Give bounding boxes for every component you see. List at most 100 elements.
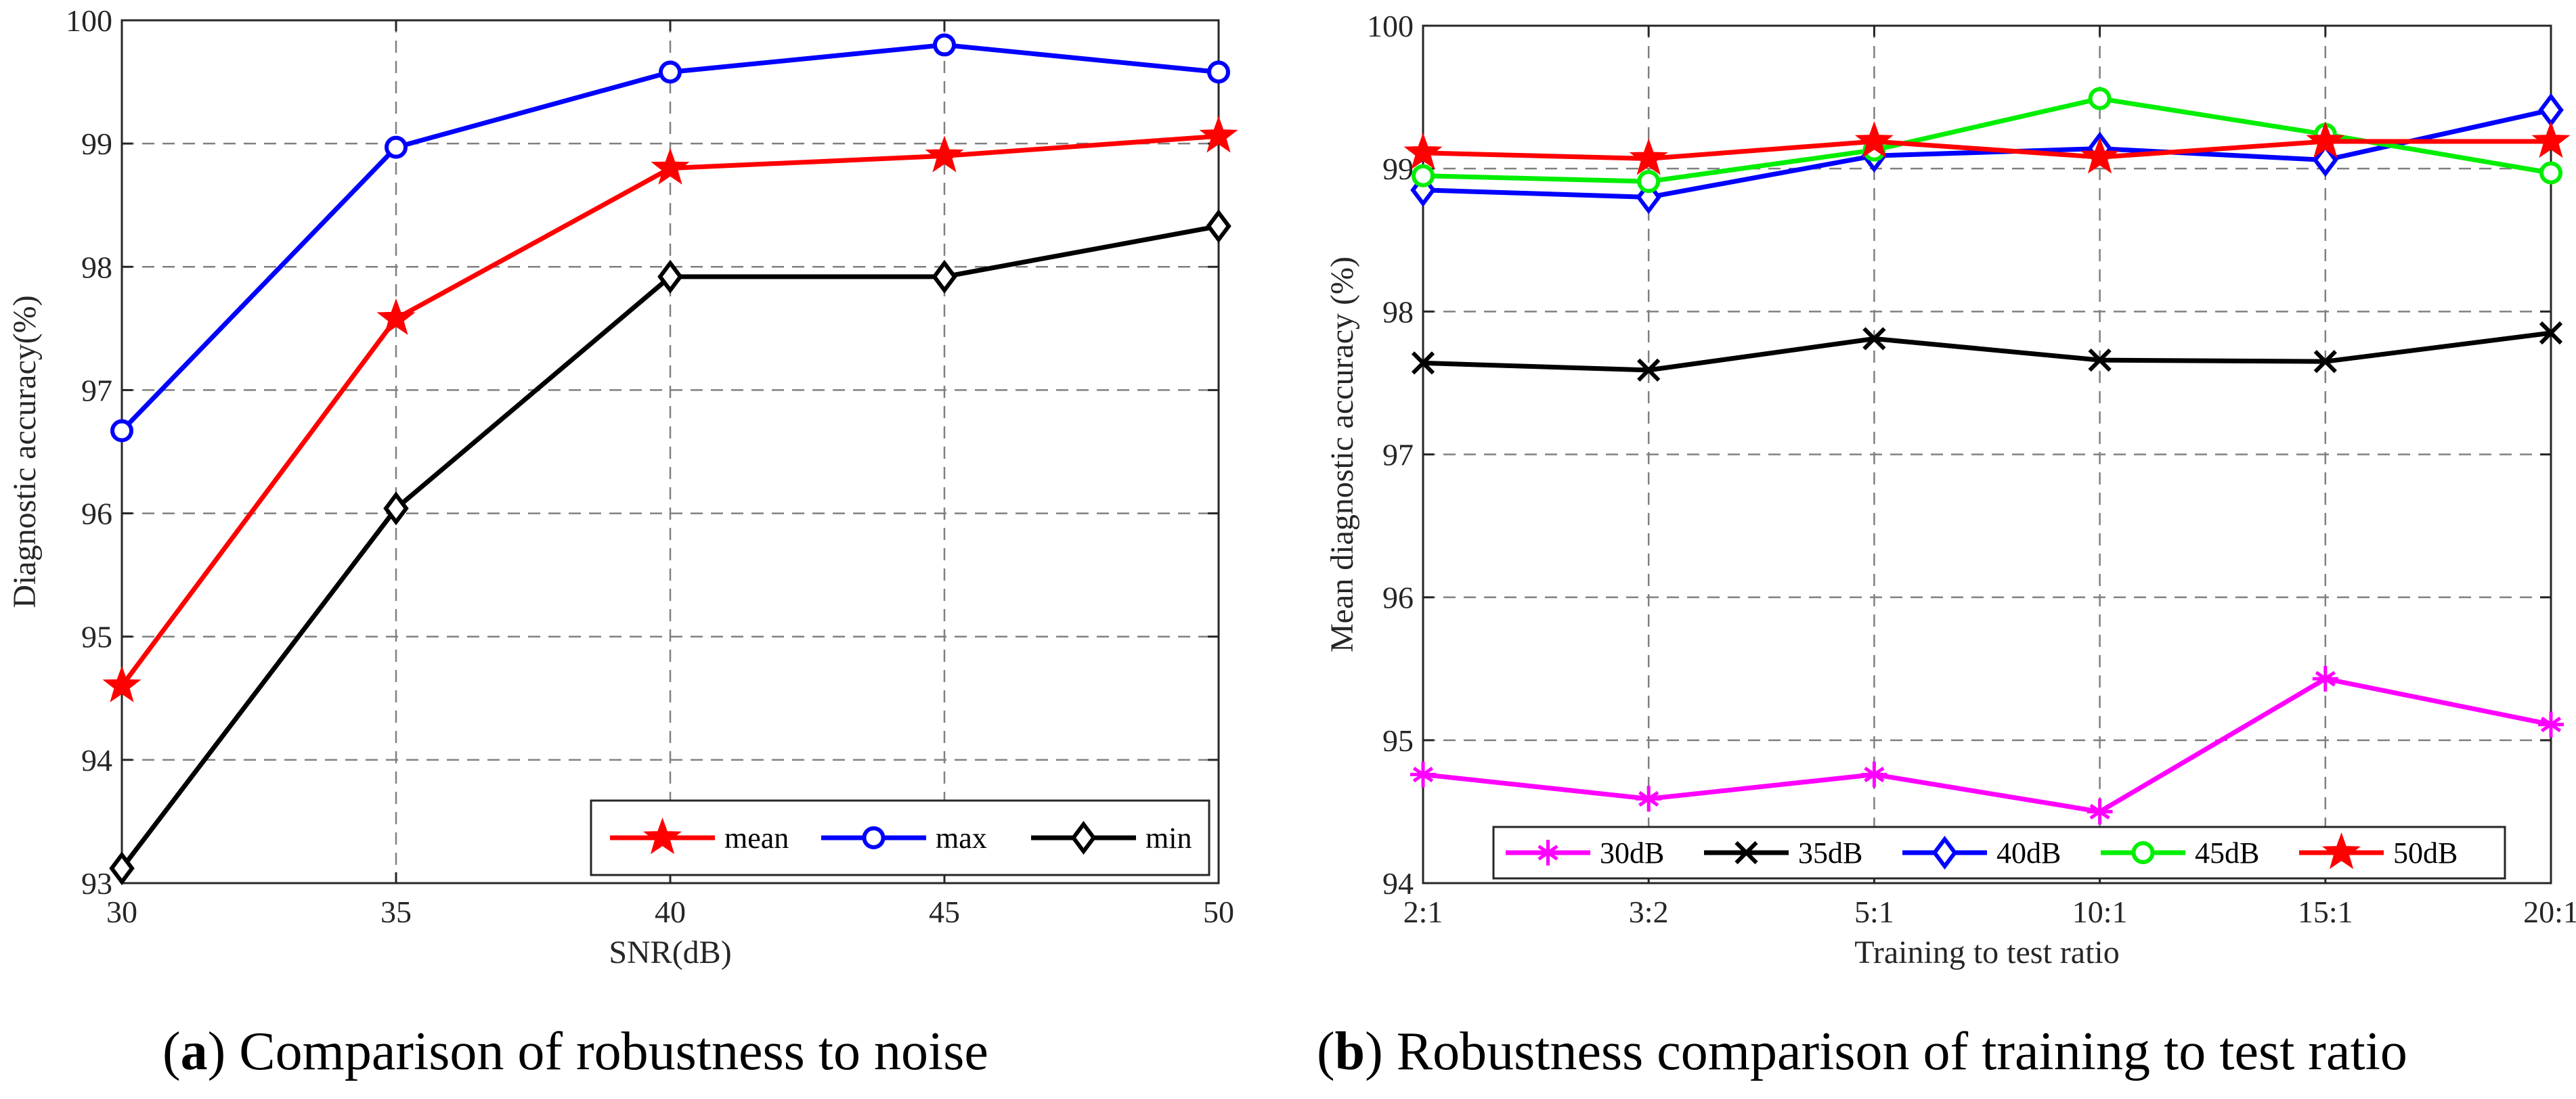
data-point-50dB — [1629, 138, 1668, 175]
legend-label-45dB: 45dB — [2195, 836, 2259, 870]
data-point-35dB — [1637, 358, 1661, 382]
data-point-min — [932, 259, 957, 294]
caption-a: (a) Comparison of robustness to noise — [162, 1022, 988, 1081]
series-line-30dB — [1422, 676, 2552, 814]
data-point-mean — [651, 148, 690, 185]
data-point-mean — [925, 135, 964, 173]
y-tick-label: 97 — [81, 373, 112, 407]
x-tick-label: 35 — [380, 895, 412, 929]
legend-label-max: max — [936, 822, 987, 855]
data-point-50dB — [1403, 132, 1443, 170]
x-tick-label: 15:1 — [2298, 895, 2353, 929]
data-point-50dB — [1854, 121, 1894, 158]
data-point-30dB — [1861, 761, 1887, 788]
caption-a-text: ) Comparison of robustness to noise — [208, 1022, 988, 1081]
legend: 30dB 35dB 40dB 45dB 50dB — [1492, 826, 2506, 880]
data-point-35dB — [1862, 327, 1886, 351]
data-point-35dB — [1411, 351, 1435, 375]
x-tick-label: 30 — [106, 895, 137, 929]
series-line-50dB — [1422, 139, 2551, 161]
data-point-50dB — [2080, 137, 2120, 174]
data-point-30dB — [2312, 666, 2338, 692]
legend-marker-mean — [642, 817, 682, 855]
legend-marker-35dB — [1734, 840, 1758, 865]
series-50dB — [1403, 121, 2571, 175]
series-30dB — [1410, 666, 2564, 825]
data-point-45dB — [2088, 87, 2112, 110]
data-point-45dB — [1412, 164, 1435, 187]
y-tick-label: 98 — [81, 250, 112, 284]
data-point-mean — [102, 665, 141, 702]
x-tick-label: 10:1 — [2072, 895, 2128, 929]
y-tick-label: 96 — [1382, 581, 1414, 615]
data-point-50dB — [2531, 121, 2571, 158]
y-tick-label: 99 — [1382, 152, 1414, 186]
data-point-30dB — [2087, 799, 2113, 825]
x-axis-label: SNR(dB) — [609, 935, 731, 970]
data-point-max — [110, 419, 133, 443]
legend-marker-45dB — [2131, 841, 2155, 864]
legend-marker-50dB — [2321, 832, 2361, 870]
series-min — [109, 209, 1231, 886]
data-point-min — [383, 491, 409, 526]
x-tick-label: 20:1 — [2523, 895, 2576, 929]
legend-label-40dB: 40dB — [1996, 836, 2061, 870]
x-tick-label: 50 — [1203, 895, 1234, 929]
x-tick-label: 45 — [929, 895, 960, 929]
y-tick-label: 94 — [1382, 866, 1414, 901]
x-tick-label: 5:1 — [1854, 895, 1894, 929]
y-tick-label: 95 — [81, 620, 112, 654]
legend-label-35dB: 35dB — [1798, 836, 1862, 870]
series-35dB — [1411, 321, 2563, 382]
data-point-max — [1207, 60, 1230, 84]
data-point-min — [1206, 209, 1231, 244]
data-point-45dB — [1637, 170, 1661, 194]
data-point-50dB — [2306, 121, 2345, 158]
legend-label-min: min — [1145, 822, 1192, 855]
x-axis-label: Training to test ratio — [1854, 935, 2120, 970]
y-tick-label: 93 — [81, 866, 112, 901]
chart-a-robustness-to-noise: 30 35 40 45 50 93 94 95 96 97 98 99 100 SNR(dB) Diagno… — [7, 3, 1238, 970]
y-tick-label: 100 — [66, 3, 112, 38]
x-tick-label: 3:2 — [1629, 895, 1669, 929]
x-tick-label: 40 — [655, 895, 686, 929]
data-point-35dB — [2088, 349, 2112, 372]
legend: mean max min — [590, 799, 1210, 876]
data-point-35dB — [2313, 350, 2337, 374]
y-axis-label: Mean diagnostic accuracy (%) — [1324, 256, 1360, 652]
data-point-min — [657, 259, 683, 294]
y-axis-label: Diagnostic accuracy(%) — [7, 295, 43, 608]
data-point-35dB — [2539, 321, 2563, 345]
data-point-40dB — [2313, 143, 2338, 177]
y-tick-label: 97 — [1382, 438, 1414, 472]
legend-label-50dB: 50dB — [2393, 836, 2458, 870]
legend-marker-40dB — [1931, 836, 1958, 870]
series-max — [110, 33, 1230, 443]
data-point-max — [385, 135, 408, 159]
legend-marker-max — [862, 826, 886, 849]
series-mean — [102, 116, 1238, 702]
caption-b-text: ) Robustness comparison of training to t… — [1365, 1022, 2407, 1081]
chart-b-training-test-ratio: 2:1 3:2 5:1 10:1 15:1 20:1 94 95 96 97 98 99 100 Trai… — [1324, 9, 2576, 970]
legend-label-mean: mean — [724, 822, 789, 855]
caption-a-letter: a — [181, 1022, 208, 1081]
data-point-mean — [1199, 116, 1238, 153]
data-point-30dB — [1636, 786, 1662, 812]
legend-marker-30dB — [1535, 840, 1561, 866]
data-point-30dB — [1410, 761, 1436, 788]
data-point-mean — [376, 298, 416, 335]
y-tick-label: 100 — [1367, 9, 1414, 43]
data-point-min — [109, 851, 135, 886]
caption-b-letter: b — [1335, 1022, 1366, 1081]
y-tick-label: 94 — [81, 743, 112, 778]
series-line-35dB — [1422, 330, 2552, 373]
y-tick-label: 99 — [81, 127, 112, 161]
data-point-max — [933, 33, 956, 57]
legend-marker-min — [1070, 821, 1097, 855]
y-tick-label: 98 — [1382, 294, 1414, 329]
caption-b: (b) Robustness comparison of training to… — [1317, 1022, 2407, 1081]
series-line-40dB — [1422, 108, 2552, 200]
y-tick-label: 95 — [1382, 723, 1414, 758]
data-point-45dB — [2539, 161, 2562, 185]
